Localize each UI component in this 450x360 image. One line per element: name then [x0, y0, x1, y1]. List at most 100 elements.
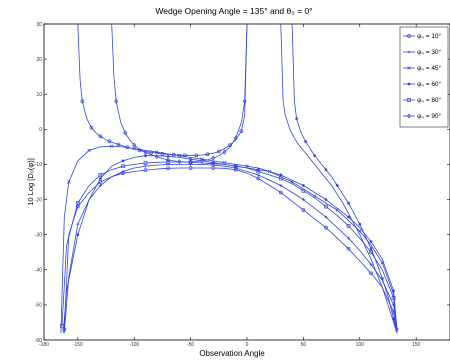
- series-5-line: [111, 23, 248, 163]
- series-0-point: [256, 176, 261, 181]
- extra-curve-1-line: [280, 23, 398, 334]
- series-5-point: [154, 154, 159, 160]
- y-tick-label: -40: [35, 268, 42, 274]
- legend-marker: [407, 98, 411, 102]
- series-3-point: [98, 176, 102, 180]
- series-4-point: [233, 164, 238, 169]
- series-0-point: [301, 208, 306, 212]
- legend-marker: [407, 82, 411, 86]
- extra-curve-2-line: [291, 23, 398, 334]
- y-tick-label: -50: [35, 303, 42, 309]
- extra-curve-2-point: [304, 140, 308, 144]
- extra-curve-2-point: [369, 247, 373, 251]
- y-tick-label: -10: [35, 162, 42, 168]
- extra-curve-2: [291, 23, 398, 334]
- y-axis-title: 10 Log [D₀(φ)]: [26, 158, 35, 206]
- extra-curve-0-point: [107, 139, 112, 144]
- series-1-point: [256, 173, 260, 177]
- x-tick-label: -150: [73, 342, 83, 348]
- extra-curve-0-point: [116, 142, 121, 147]
- series-0-point: [278, 190, 283, 195]
- series-4: [60, 160, 398, 334]
- series-1-point: [144, 164, 147, 168]
- series-5-point: [123, 130, 128, 136]
- series-2-point: [222, 160, 227, 165]
- extra-curve-0: [77, 23, 248, 158]
- legend-label: φ₀ = 45°: [417, 64, 442, 72]
- extra-curve-0-point: [183, 153, 187, 158]
- series-1-point: [347, 236, 350, 240]
- series-0-point: [346, 246, 351, 251]
- legend: φ₀ = 10° φ₀ = 30° φ₀ = 45° φ₀ = 60° φ₀ = 80°…: [399, 26, 449, 128]
- series-0-point: [324, 225, 328, 230]
- series-3-point: [189, 157, 193, 161]
- extra-curve-0-line: [77, 23, 248, 156]
- series-5-point: [211, 155, 216, 161]
- series-0-line: [63, 167, 398, 334]
- series-5-point: [114, 98, 119, 104]
- series-3-point: [144, 154, 147, 158]
- legend-item: φ₀ = 45°: [403, 64, 442, 72]
- curves: [60, 23, 399, 334]
- legend-label: φ₀ = 60°: [417, 80, 442, 88]
- series-4-point: [324, 204, 328, 209]
- series-1-point: [76, 222, 80, 226]
- series-4-point: [121, 164, 125, 169]
- series-4-point: [60, 324, 64, 328]
- y-tick-label: 0: [39, 127, 42, 133]
- y-tick-label: 30: [36, 22, 42, 28]
- series-1-line: [63, 164, 398, 334]
- x-tick-label: 50: [301, 342, 307, 348]
- x-tick-label: -50: [187, 342, 194, 348]
- series-4-point: [166, 160, 170, 164]
- series-5-point: [177, 159, 182, 165]
- series-3-point: [324, 198, 328, 202]
- series-4-point: [256, 169, 261, 174]
- series-0-point: [188, 166, 193, 170]
- series-3-point: [347, 215, 350, 219]
- series-0-point: [166, 166, 170, 171]
- series-5-point: [166, 157, 170, 163]
- extra-curve-0-point: [205, 152, 210, 157]
- legend-label: φ₀ = 30°: [417, 48, 442, 56]
- series-4-point: [98, 173, 103, 177]
- x-axis-ticks: -180 -150 -100 -50 0 50 100 150: [39, 24, 421, 348]
- extra-curve-2-point: [313, 154, 317, 158]
- series-5-point: [199, 158, 204, 164]
- series-3-point: [369, 240, 373, 244]
- x-tick-label: -100: [129, 342, 139, 348]
- y-tick-label: -30: [35, 232, 42, 238]
- series-2-point: [87, 148, 91, 153]
- extra-curve-0-point: [171, 152, 176, 157]
- y-tick-label: 20: [36, 57, 42, 63]
- legend-label: φ₀ = 90°: [417, 112, 442, 120]
- extra-curve-0-point: [239, 129, 244, 133]
- series-3-line: [62, 155, 398, 334]
- extra-curve-2-point: [324, 168, 328, 172]
- x-tick-label: 150: [412, 342, 421, 348]
- series-4-point: [75, 201, 80, 205]
- extra-curve-0-point: [149, 150, 153, 155]
- series-4-point: [211, 161, 216, 166]
- legend-marker: [407, 34, 411, 38]
- extra-curve-0-point: [228, 143, 232, 147]
- extra-curve-2-point: [358, 222, 362, 226]
- extra-curve-0-point: [194, 153, 199, 158]
- extra-curve-0-point: [89, 125, 94, 130]
- series-5-point: [222, 149, 227, 155]
- legend-item: φ₀ = 30°: [403, 48, 442, 56]
- legend-item: φ₀ = 60°: [403, 80, 442, 88]
- y-tick-label: -20: [35, 197, 42, 203]
- series-3-point: [166, 154, 170, 158]
- series-3-point: [279, 173, 283, 177]
- series-3-point: [392, 289, 396, 293]
- series-4-point: [346, 224, 351, 228]
- series-0-point: [369, 271, 373, 276]
- series-1-point: [324, 215, 328, 219]
- series-4-line: [61, 161, 398, 334]
- y-axis-ticks: 30 20 10 0 -10 -20 -30 -40 -50 -60: [35, 22, 450, 344]
- y-tick-label: -60: [35, 338, 42, 344]
- series-3-point: [211, 161, 215, 165]
